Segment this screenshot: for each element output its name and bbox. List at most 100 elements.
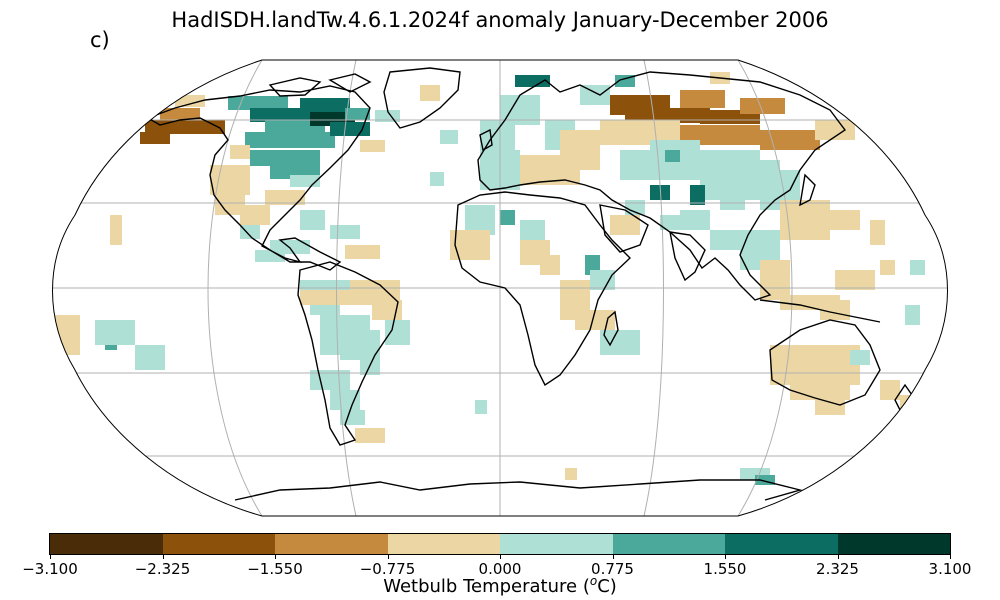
colorbar-segment [162,534,275,554]
anomaly-cell [590,270,615,290]
anomaly-cell [815,120,855,140]
anomaly-cell [430,172,444,186]
anomaly-cell [240,205,270,225]
colorbar-tick-label: 3.100 [928,560,972,578]
colorbar-tick-mark [275,554,276,559]
anomaly-cell [680,210,710,230]
colorbar-tick-label: −3.100 [22,560,78,578]
colorbar-tick-label: 0.000 [478,560,522,578]
colorbar-ticks: −3.100 −2.325 −1.550 −0.775 0.000 0.775 1.550 2… [0,554,1000,584]
colorbar-tick-label: −1.550 [247,560,303,578]
anomaly-cell [230,145,250,159]
anomaly-cell [345,245,380,259]
anomaly-cell [330,225,360,239]
colorbar [49,533,951,555]
colorbar-segment [837,534,950,554]
anomaly-cell [420,85,440,101]
colorbar-tick-label: −2.325 [134,560,191,578]
colorbar-label: Wetbulb Temperature (oC) [0,574,1000,597]
colorbar-segment [612,534,725,554]
anomaly-cell [830,210,860,230]
coastlines [146,67,913,501]
anomaly-cell [680,90,725,108]
anomaly-cell [250,150,320,166]
anomaly-cell [340,410,365,425]
anomaly-cell [265,190,305,205]
anomaly-cell [300,210,325,230]
anomaly-cell [580,85,610,105]
anomaly-cell [450,230,490,260]
panel-label: c) [90,28,110,52]
anomaly-cell [440,130,458,144]
anomaly-cell [540,255,560,275]
colorbar-segment [500,534,613,554]
anomaly-cell [560,130,600,170]
anomaly-cell [300,290,380,305]
anomaly-cell [140,132,170,144]
colorbar-tick-label: −0.775 [359,560,416,578]
colorbar-tick-mark [837,554,839,559]
anomaly-cell [565,468,577,480]
anomaly-cell [110,215,122,245]
colorbar-tick-mark [500,554,501,559]
anomaly-cell [175,95,205,107]
anomaly-cell [710,230,740,250]
anomaly-cell [355,428,385,443]
anomaly-cell [250,108,310,122]
colorbar-tick-mark [50,554,51,559]
map-outline [52,59,948,517]
colorbar-segment [50,534,163,554]
anomaly-cell [880,260,895,275]
anomaly-cell [360,140,385,152]
anomaly-cell [500,210,515,225]
anomaly-cell [910,260,925,275]
anomaly-cell [145,120,225,134]
colorbar-tick-mark [162,554,164,559]
anomaly-cell [135,345,165,370]
anomaly-cell [95,320,135,345]
anomaly-cell [755,475,775,485]
colorbar-tick-mark [612,554,614,559]
anomaly-cell [475,400,487,414]
anomaly-cell [255,250,285,262]
anomaly-cell [650,185,670,200]
anomaly-grid-cells [55,72,925,485]
anomaly-cell [905,305,920,325]
colorbar-tick-mark [387,554,389,559]
anomaly-cell [160,108,200,120]
anomaly-cell [515,75,550,87]
anomaly-cell [625,200,645,215]
anomaly-cell [228,96,288,110]
anomaly-cell [215,195,245,215]
colorbar-tick-mark [950,554,951,559]
colorbar-tick-label: 2.325 [816,560,859,578]
map-title: HadISDH.landTw.4.6.1.2024f anomaly Janua… [171,8,829,32]
colorbar-tick-label: 1.550 [703,560,747,578]
anomaly-cell [770,345,860,385]
anomaly-cell [880,380,900,400]
colorbar-label-unit: C) [597,576,617,597]
anomaly-cell [520,220,545,240]
anomaly-cell [600,330,640,355]
colorbar-tick-label: 0.775 [591,560,634,578]
anomaly-cell [345,108,370,120]
colorbar-segment [387,534,500,554]
colorbar-tick-mark [725,554,726,559]
anomaly-cell [310,370,350,390]
anomaly-cell [300,98,350,112]
anomaly-cell [850,350,870,365]
anomaly-cell [660,215,680,230]
anomaly-cell [760,260,790,300]
anomaly-cell [575,310,615,330]
colorbar-segment [725,534,838,554]
anomaly-cell [660,108,710,123]
anomaly-cell [385,320,410,345]
anomaly-cell [740,98,785,114]
anomaly-cell [330,390,360,410]
anomaly-cell [690,185,705,205]
anomaly-cell [870,220,885,245]
anomaly-cell [835,270,875,290]
anomaly-cell [900,395,915,410]
anomaly-cell [625,105,665,120]
anomaly-cell [760,130,820,150]
